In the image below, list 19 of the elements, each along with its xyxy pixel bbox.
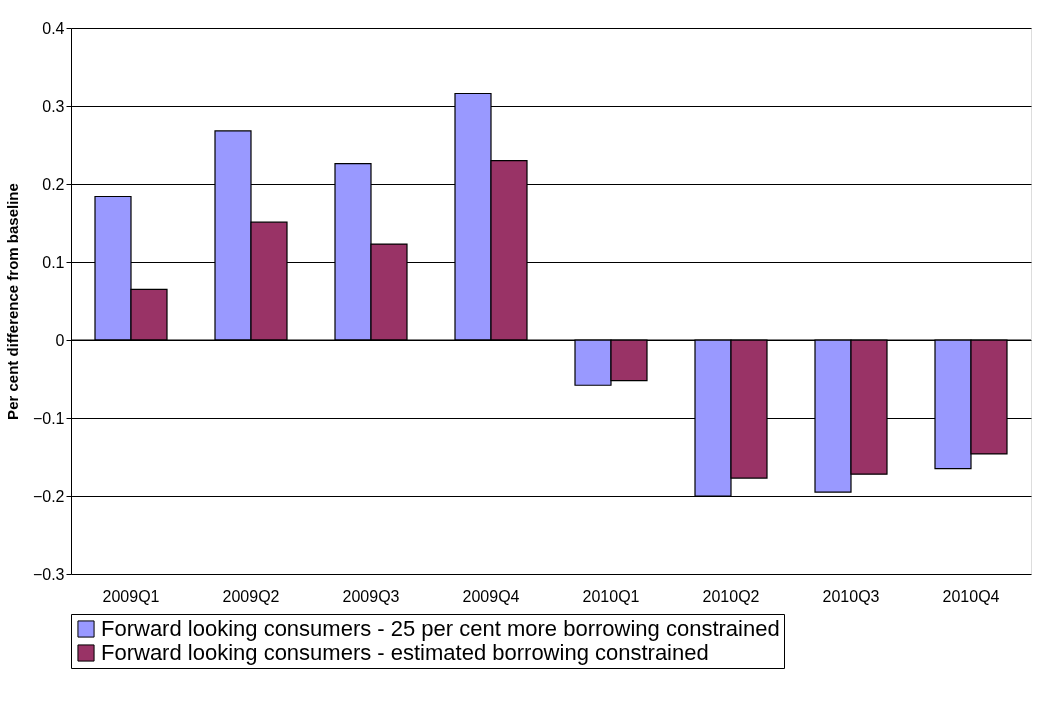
y-tick-label: 0.2 bbox=[42, 175, 65, 193]
y-axis-title: Per cent difference from baseline bbox=[3, 183, 21, 420]
x-tick-label: 2009Q2 bbox=[222, 587, 280, 605]
y-tick-label: 0.1 bbox=[42, 253, 65, 271]
y-tick-label: 0 bbox=[55, 331, 65, 349]
y-tick-label: −0.1 bbox=[32, 409, 65, 427]
x-tick-label: 2009Q4 bbox=[462, 587, 520, 605]
y-tick-label: 0.3 bbox=[42, 97, 65, 115]
legend-label: Forward looking consumers - estimated borrowing constrained bbox=[101, 640, 709, 665]
y-tick-label: −0.3 bbox=[32, 565, 65, 583]
y-tick-label: 0.4 bbox=[42, 19, 65, 37]
x-tick-label: 2010Q1 bbox=[582, 587, 640, 605]
legend-label: Forward looking consumers - 25 per cent more borrowing constrained bbox=[101, 616, 780, 641]
x-tick-label: 2010Q4 bbox=[942, 587, 1000, 605]
x-tick-label: 2010Q2 bbox=[702, 587, 760, 605]
x-tick-label: 2010Q3 bbox=[822, 587, 880, 605]
y-tick-label: −0.2 bbox=[32, 487, 65, 505]
x-tick-label: 2009Q1 bbox=[102, 587, 160, 605]
x-tick-label: 2009Q3 bbox=[342, 587, 400, 605]
